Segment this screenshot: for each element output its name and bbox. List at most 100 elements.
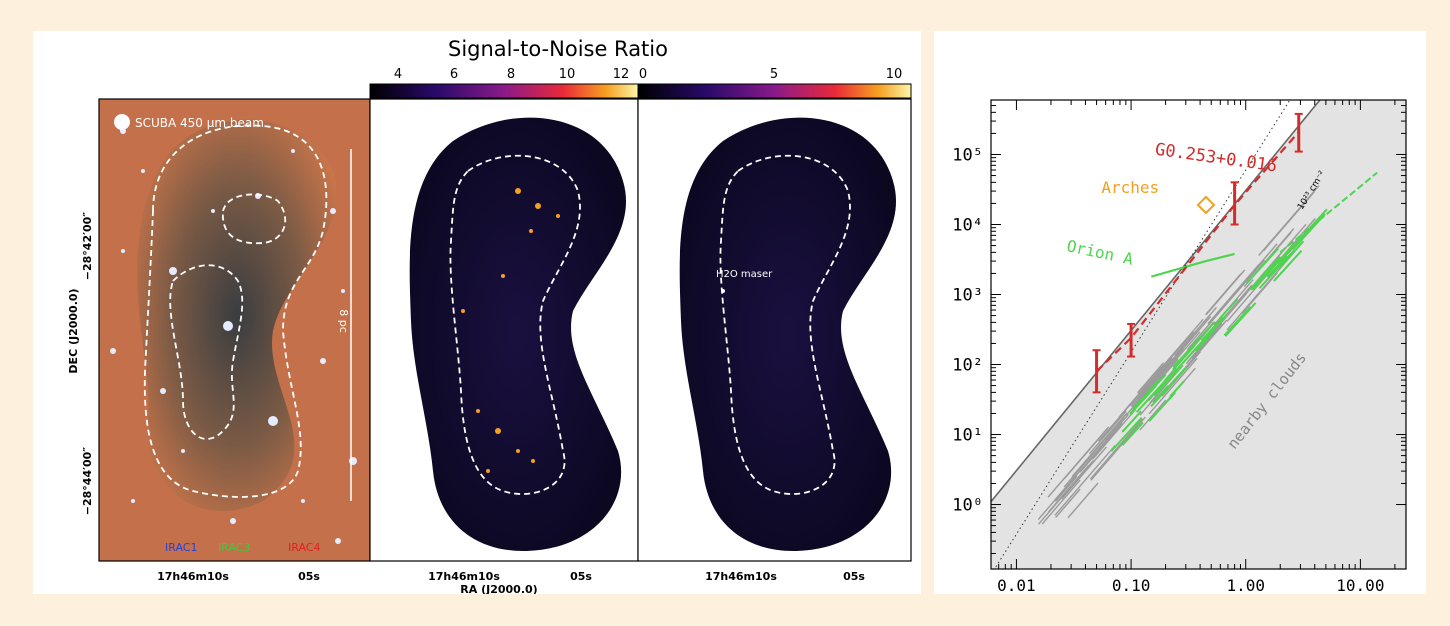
dec-tick-2: −28°44′00″ (81, 447, 94, 516)
nearby-cloud-track (1216, 243, 1278, 314)
green-track (1132, 379, 1160, 410)
plot-frame (990, 99, 1407, 570)
green-track (1249, 256, 1282, 291)
y-tick-label: 10¹ (952, 426, 983, 446)
colorbar-left-ticks: 4 6 8 10 12 (394, 67, 629, 82)
y-tick-label: 10⁵ (952, 145, 983, 165)
scuba-beam-icon (114, 114, 130, 130)
green-track (1170, 341, 1203, 377)
n2h-ra-tick-2: 05s (570, 570, 592, 583)
colorbar-right-tick: 10 (886, 67, 903, 82)
nearby-cloud-track (1055, 488, 1081, 519)
band-irac4: IRAC4 (288, 541, 320, 554)
green-track (1172, 321, 1215, 368)
g0253-line (1095, 131, 1300, 373)
nearby-cloud-track (1037, 473, 1079, 520)
maser-marker (721, 289, 725, 293)
ir-panel: SCUBA 450 μm beam 8 pc IRAC1 IRAC3 IRAC4 (98, 98, 371, 562)
colorbar-left-tick: 8 (507, 67, 515, 82)
green-track (1224, 302, 1257, 337)
shaded-region (991, 100, 1406, 569)
nearby-cloud-track (1118, 387, 1145, 418)
y-tick-label: 10⁰ (952, 496, 983, 516)
green-track (1135, 367, 1178, 413)
dust-beam-icon (691, 528, 695, 532)
scale-label: 8 pc (337, 309, 350, 333)
green-track (1121, 410, 1142, 433)
green-track (1148, 391, 1176, 422)
y-tick-label: 10⁴ (952, 215, 983, 235)
dec-axis-label: DEC (J2000.0) (67, 288, 80, 373)
threshold-line (991, 100, 1321, 503)
colorbar-left: 4 6 8 10 12 (369, 67, 639, 99)
colorbar-left-bar (369, 83, 639, 99)
colorbar-title: Signal-to-Noise Ratio (448, 37, 668, 61)
y-tick-label: 10² (952, 356, 983, 376)
nearby-cloud-track (1148, 357, 1198, 415)
orion-large-track (1279, 171, 1378, 254)
ir-ra-tick-1: 17h46m10s (157, 570, 229, 583)
green-track (1218, 298, 1239, 320)
nearby-cloud-track (1088, 410, 1127, 455)
green-track (1110, 417, 1143, 452)
n2h-panel: N2H+ beam (369, 98, 639, 562)
green-track (1273, 249, 1303, 282)
nearby-cloud-track (1090, 416, 1146, 481)
nearby-cloud-track (1190, 319, 1228, 363)
colorbar-right-bar (638, 83, 912, 99)
nearby-cloud-track (1191, 323, 1223, 360)
green-track (1277, 240, 1305, 270)
n2h-ra-tick-1: 17h46m10s (428, 570, 500, 583)
nearby-cloud-track (1063, 417, 1125, 488)
nearby-cloud-track (1054, 475, 1078, 502)
band-irac3: IRAC3 (218, 541, 250, 554)
nearby-cloud-track (1208, 259, 1266, 326)
maps-svg: Signal-to-Noise Ratio 4 6 8 10 12 0 5 10 (67, 37, 912, 596)
dust-ra-tick-1: 17h46m10s (705, 570, 777, 583)
nearby-cloud-track (1079, 422, 1123, 473)
green-track (1121, 421, 1144, 446)
nearby-cloud-track (1061, 446, 1107, 500)
green-track (1223, 306, 1252, 336)
green-track (1245, 247, 1280, 284)
nearby-cloud-track (1205, 269, 1246, 316)
colorbar-right-tick: 0 (639, 67, 647, 82)
nearby-cloud-track (1067, 482, 1099, 519)
nearby-cloud-track (1047, 465, 1090, 513)
ra-axis-label: RA (J2000.0) (460, 583, 537, 594)
g0253-label: G0.253+0.016 (1154, 140, 1278, 177)
nearby-cloud-track (1105, 413, 1129, 441)
n2h-emission (461, 188, 560, 473)
dust-label: dust (665, 120, 704, 141)
nearby-cloud-track (1263, 191, 1315, 252)
nearby-cloud-track (1137, 363, 1164, 394)
nearby-cloud-track (1139, 399, 1167, 431)
ir-contours (143, 124, 328, 498)
green-track (1129, 385, 1157, 416)
orion-a-line (1150, 252, 1235, 278)
ir-ra-tick-2: 05s (298, 570, 320, 583)
green-track (1172, 345, 1195, 371)
n2h-label: N2H+ (389, 120, 443, 141)
colorbar-right-tick: 5 (770, 67, 778, 82)
nearby-cloud-track (1174, 306, 1217, 357)
nearby-cloud-track (1149, 331, 1194, 383)
y-tick-label: 10³ (952, 286, 983, 306)
arches-marker (1196, 195, 1216, 215)
nearby-cloud-track (1071, 414, 1126, 478)
nearby-cloud-track (1125, 378, 1158, 417)
green-track (1152, 385, 1169, 404)
n2h-beam-icon (396, 528, 400, 532)
dec-tick-1: −28°42′00″ (81, 212, 94, 281)
green-track (1153, 366, 1182, 397)
colorbar-left-tick: 6 (450, 67, 458, 82)
nearby-cloud-track (1089, 418, 1144, 480)
x-tick-label: 0.10 (1112, 576, 1151, 594)
dust-beam-label: beam (668, 543, 699, 556)
nearby-cloud-track (1226, 294, 1258, 331)
orion-a-label: Orion A (1065, 236, 1135, 269)
green-track (1195, 329, 1216, 352)
image-panels-figure: Signal-to-Noise Ratio 4 6 8 10 12 0 5 10 (33, 31, 921, 596)
green-track (1169, 380, 1185, 398)
colorbar-left-tick: 4 (394, 67, 402, 82)
